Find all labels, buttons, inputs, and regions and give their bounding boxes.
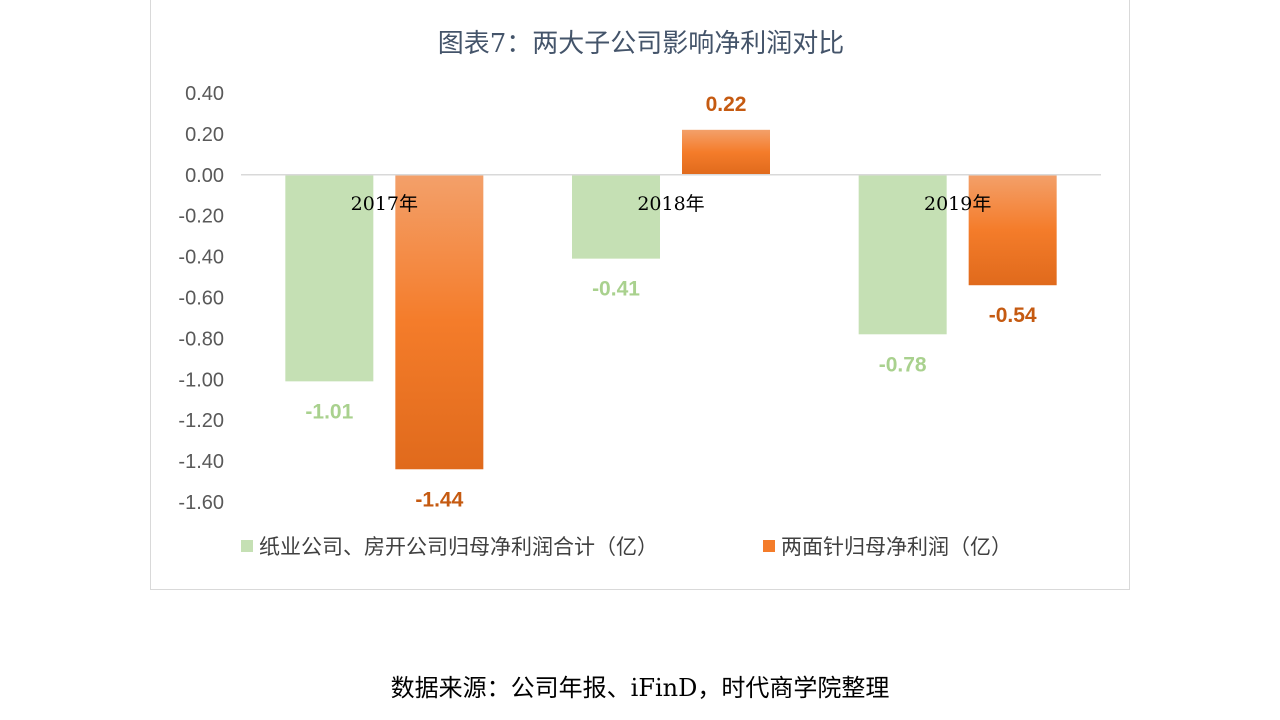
- chart-frame: 图表7：两大子公司影响净利润对比 0.40 0.20 0.00 -0.20 -0.40 -…: [150, 0, 1130, 590]
- bar-liangmianzhen-3: [968, 174, 1057, 286]
- y-tick-label: -1.40: [178, 451, 224, 473]
- bar-liangmianzhen-2: [682, 129, 770, 175]
- data-label: -0.54: [989, 304, 1037, 327]
- bar-chart: 图表7：两大子公司影响净利润对比 0.40 0.20 0.00 -0.20 -0.40 -…: [178, 29, 1101, 559]
- legend-swatch: [241, 540, 253, 552]
- category-label: 2018年: [637, 193, 704, 215]
- legend-swatch: [763, 540, 775, 552]
- y-tick-label: 0.20: [185, 124, 224, 146]
- y-tick-label: 0.40: [185, 83, 224, 105]
- source-note: 数据来源：公司年报、iFinD，时代商学院整理: [390, 674, 890, 702]
- y-tick-label: -0.20: [178, 206, 224, 228]
- y-tick-label: -1.20: [178, 410, 224, 432]
- legend-label: 两面针归母净利润（亿）: [781, 535, 1012, 559]
- y-axis-ticks: 0.40 0.20 0.00 -0.20 -0.40 -0.60 -0.80 -1.00 -1.…: [178, 83, 224, 514]
- legend-label: 纸业公司、房开公司归母净利润合计（亿）: [259, 535, 658, 559]
- data-label: -0.41: [592, 278, 640, 301]
- chart-title: 图表7：两大子公司影响净利润对比: [438, 29, 845, 59]
- category-labels: 2017年 2018年 2019年: [351, 193, 992, 215]
- data-label: -1.44: [415, 488, 463, 511]
- y-tick-label: -0.60: [178, 288, 224, 310]
- y-tick-label: -1.00: [178, 369, 224, 391]
- data-label: -1.01: [305, 400, 353, 423]
- bar-subsidiaries-2: [572, 174, 660, 259]
- legend: 纸业公司、房开公司归母净利润合计（亿） 两面针归母净利润（亿）: [241, 535, 1012, 559]
- bar-liangmianzhen-1: [395, 174, 484, 470]
- y-tick-label: 0.00: [185, 165, 224, 187]
- y-tick-label: -1.60: [178, 492, 224, 514]
- bar-subsidiaries-3: [858, 174, 947, 335]
- y-tick-label: -0.80: [178, 328, 224, 350]
- category-label: 2017年: [351, 193, 418, 215]
- y-tick-label: -0.40: [178, 247, 224, 269]
- bars: [285, 129, 1057, 470]
- bar-subsidiaries-1: [285, 174, 374, 382]
- category-label: 2019年: [924, 193, 991, 215]
- data-labels: -1.01 -1.44 -0.41 0.22 -0.78 -0.54: [305, 93, 1037, 511]
- data-label: -0.78: [879, 353, 927, 376]
- data-label: 0.22: [706, 93, 747, 116]
